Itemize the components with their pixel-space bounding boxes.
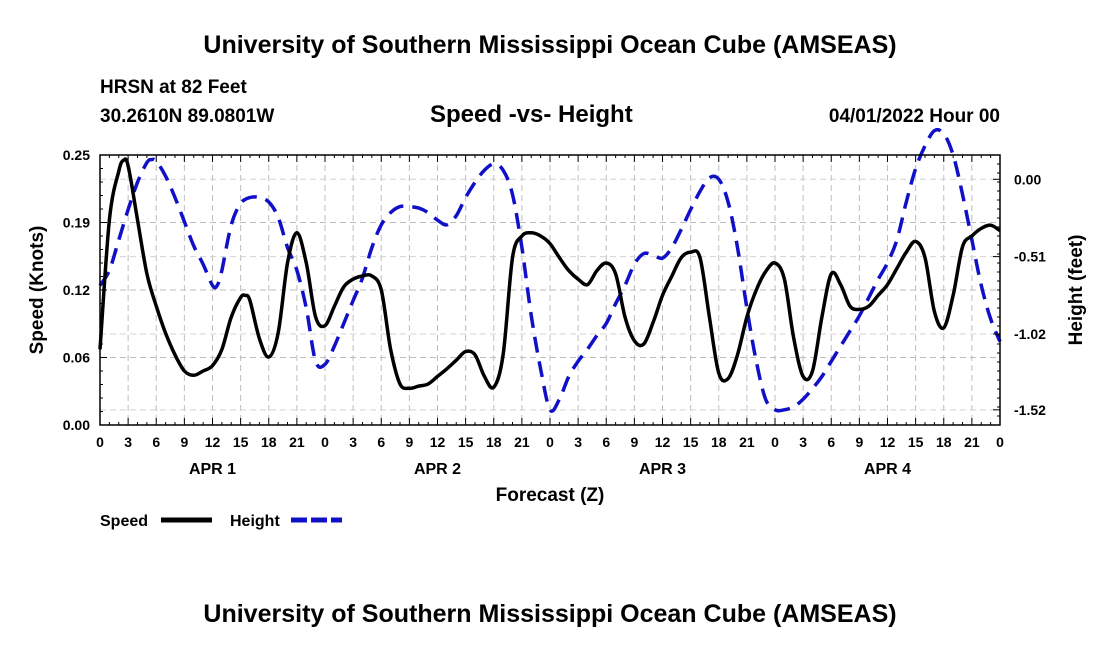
x-tick-label: 12 bbox=[205, 434, 221, 450]
y-axis-label: Speed (Knots) bbox=[27, 226, 48, 355]
x-tick-label: 0 bbox=[96, 434, 104, 450]
y-tick-label: 0.25 bbox=[63, 147, 90, 163]
x-tick-label: 21 bbox=[289, 434, 305, 450]
series-layer bbox=[98, 127, 1002, 413]
x-tick-label: 15 bbox=[233, 434, 249, 450]
speed-vs-height-chart: 0 3 6 9 12 15 18 21 0 3 6 9 12 15 18 21 0 3 6 9 12 15 18 21 0 3 6 9… bbox=[27, 127, 1087, 530]
label-layer: 0 3 6 9 12 15 18 21 0 3 6 9 12 15 18 21 0 3 6 9 12 15 18 21 0 3 6 9… bbox=[63, 147, 1046, 478]
day-label: APR 1 bbox=[189, 461, 236, 478]
x-tick-label: 18 bbox=[486, 434, 502, 450]
series-line-speed bbox=[98, 157, 1001, 391]
y2-tick-label: 0.00 bbox=[1014, 171, 1041, 187]
x-tick-label: 12 bbox=[430, 434, 446, 450]
day-label: APR 3 bbox=[639, 461, 686, 478]
x-tick-label: 15 bbox=[458, 434, 474, 450]
x-tick-label: 9 bbox=[180, 434, 188, 450]
day-label: APR 2 bbox=[414, 461, 461, 478]
grid-layer bbox=[100, 155, 1000, 425]
x-tick-label: 18 bbox=[261, 434, 277, 450]
y-tick-label: 0.00 bbox=[63, 417, 90, 433]
y-tick-label: 0.19 bbox=[63, 215, 90, 231]
x-tick-label: 3 bbox=[799, 434, 807, 450]
forecast-datetime: 04/01/2022 Hour 00 bbox=[828, 106, 1000, 127]
x-tick-label: 9 bbox=[405, 434, 413, 450]
x-tick-label: 3 bbox=[574, 434, 582, 450]
y2-tick-label: -1.52 bbox=[1014, 402, 1046, 418]
x-tick-label: 12 bbox=[880, 434, 896, 450]
x-tick-label: 18 bbox=[711, 434, 727, 450]
x-tick-label: 21 bbox=[964, 434, 980, 450]
y2-axis-label: Height (feet) bbox=[1066, 235, 1087, 346]
legend: Speed Height bbox=[100, 513, 342, 530]
chart-subtitle: Speed -vs- Height bbox=[430, 101, 633, 128]
x-tick-label: 21 bbox=[514, 434, 530, 450]
x-tick-label: 3 bbox=[124, 434, 132, 450]
x-tick-label: 9 bbox=[630, 434, 638, 450]
x-tick-label: 9 bbox=[855, 434, 863, 450]
series-line-height bbox=[98, 127, 1002, 413]
x-tick-label: 12 bbox=[655, 434, 671, 450]
station-label: HRSN at 82 Feet bbox=[100, 77, 247, 98]
x-tick-label: 6 bbox=[377, 434, 385, 450]
x-tick-label: 0 bbox=[546, 434, 554, 450]
x-tick-label: 21 bbox=[739, 434, 755, 450]
y-tick-label: 0.06 bbox=[63, 350, 90, 366]
legend-label-height: Height bbox=[230, 513, 280, 530]
tick-layer bbox=[99, 154, 1001, 426]
x-tick-label: 6 bbox=[827, 434, 835, 450]
x-tick-label: 6 bbox=[152, 434, 160, 450]
page-title: University of Southern Mississippi Ocean… bbox=[203, 31, 897, 59]
x-tick-label: 0 bbox=[321, 434, 329, 450]
x-axis-label: Forecast (Z) bbox=[496, 485, 605, 506]
x-tick-label: 0 bbox=[996, 434, 1004, 450]
x-tick-label: 15 bbox=[683, 434, 699, 450]
y-tick-label: 0.12 bbox=[63, 282, 90, 298]
legend-label-speed: Speed bbox=[100, 513, 148, 530]
coordinates-label: 30.2610N 89.0801W bbox=[100, 106, 275, 127]
y2-tick-label: -1.02 bbox=[1014, 326, 1046, 342]
x-tick-label: 0 bbox=[771, 434, 779, 450]
x-tick-label: 15 bbox=[908, 434, 924, 450]
x-tick-label: 3 bbox=[349, 434, 357, 450]
footer-title: University of Southern Mississippi Ocean… bbox=[203, 600, 897, 628]
y2-tick-label: -0.51 bbox=[1014, 249, 1046, 265]
x-tick-label: 6 bbox=[602, 434, 610, 450]
x-tick-label: 18 bbox=[936, 434, 952, 450]
day-label: APR 4 bbox=[864, 461, 911, 478]
